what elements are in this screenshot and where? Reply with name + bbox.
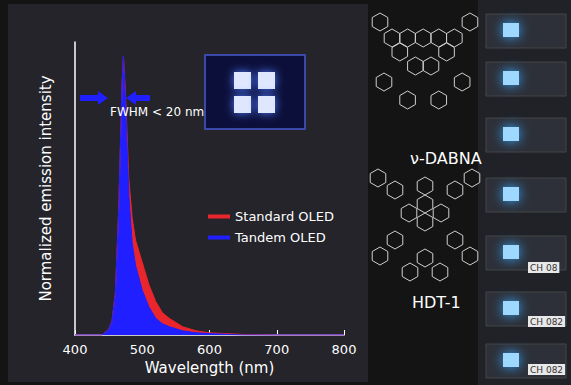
svg-text:CH 082: CH 082 (530, 365, 563, 375)
svg-text:ν-DABNA: ν-DABNA (410, 149, 482, 168)
svg-text:600: 600 (197, 342, 222, 357)
svg-text:Tandem OLED: Tandem OLED (234, 230, 326, 245)
svg-text:HDT-1: HDT-1 (412, 293, 461, 312)
svg-text:CH 082: CH 082 (530, 317, 563, 327)
svg-text:700: 700 (264, 342, 289, 357)
svg-text:Normalized emission intensity: Normalized emission intensity (37, 75, 55, 301)
svg-text:800: 800 (332, 342, 357, 357)
svg-text:500: 500 (130, 342, 155, 357)
svg-text:FWHM < 20 nm: FWHM < 20 nm (110, 105, 204, 119)
svg-text:Standard OLED: Standard OLED (235, 209, 334, 224)
svg-text:400: 400 (63, 342, 88, 357)
svg-text:CH 08: CH 08 (530, 263, 558, 273)
svg-text:Wavelength (nm): Wavelength (nm) (145, 359, 275, 377)
